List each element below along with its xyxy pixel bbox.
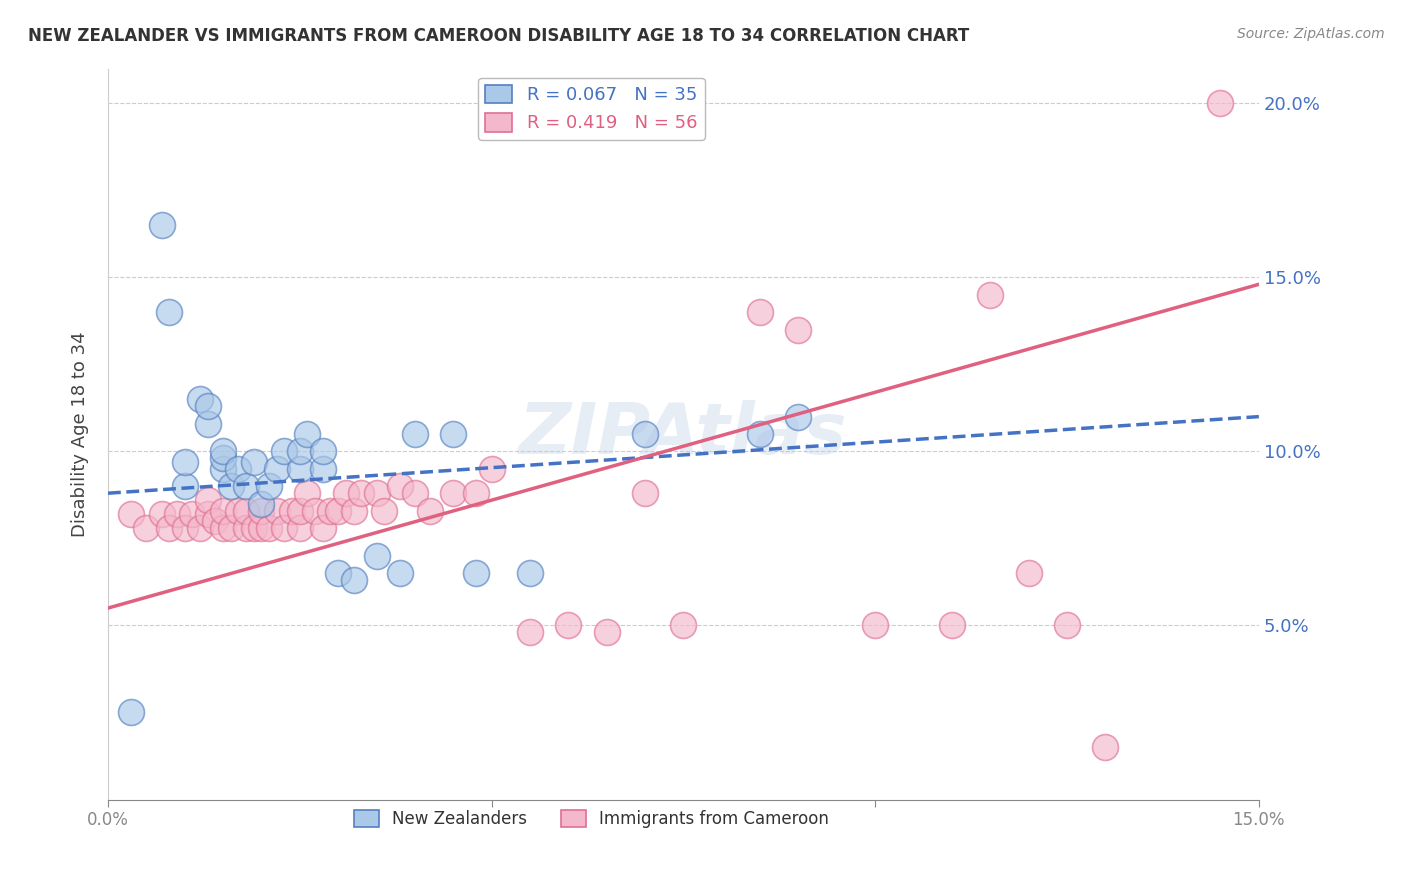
Point	[266, 462, 288, 476]
Point	[266, 503, 288, 517]
Point	[150, 507, 173, 521]
Point	[235, 503, 257, 517]
Point	[188, 392, 211, 407]
Point	[173, 455, 195, 469]
Point	[634, 427, 657, 442]
Point	[366, 549, 388, 563]
Point	[304, 503, 326, 517]
Point	[1056, 618, 1078, 632]
Point	[596, 625, 619, 640]
Point	[135, 521, 157, 535]
Point	[749, 305, 772, 319]
Point	[257, 479, 280, 493]
Point	[173, 479, 195, 493]
Point	[481, 462, 503, 476]
Point	[212, 503, 235, 517]
Point	[342, 503, 364, 517]
Point	[312, 521, 335, 535]
Point	[672, 618, 695, 632]
Point	[212, 451, 235, 466]
Point	[519, 566, 541, 581]
Point	[197, 399, 219, 413]
Point	[328, 566, 350, 581]
Text: NEW ZEALANDER VS IMMIGRANTS FROM CAMEROON DISABILITY AGE 18 TO 34 CORRELATION CH: NEW ZEALANDER VS IMMIGRANTS FROM CAMEROO…	[28, 27, 969, 45]
Point	[328, 503, 350, 517]
Point	[312, 444, 335, 458]
Point	[288, 521, 311, 535]
Point	[335, 486, 357, 500]
Point	[157, 305, 180, 319]
Point	[212, 521, 235, 535]
Point	[787, 409, 810, 424]
Point	[235, 479, 257, 493]
Point	[228, 503, 250, 517]
Point	[181, 507, 204, 521]
Point	[120, 507, 142, 521]
Text: Source: ZipAtlas.com: Source: ZipAtlas.com	[1237, 27, 1385, 41]
Point	[257, 521, 280, 535]
Point	[350, 486, 373, 500]
Y-axis label: Disability Age 18 to 34: Disability Age 18 to 34	[72, 331, 89, 537]
Point	[441, 486, 464, 500]
Point	[288, 444, 311, 458]
Point	[297, 427, 319, 442]
Point	[157, 521, 180, 535]
Point	[519, 625, 541, 640]
Point	[212, 444, 235, 458]
Point	[242, 521, 264, 535]
Point	[388, 479, 411, 493]
Point	[1094, 740, 1116, 755]
Point	[1018, 566, 1040, 581]
Point	[219, 479, 242, 493]
Point	[250, 521, 273, 535]
Point	[441, 427, 464, 442]
Point	[863, 618, 886, 632]
Point	[979, 287, 1001, 301]
Point	[288, 503, 311, 517]
Point	[250, 497, 273, 511]
Point	[342, 573, 364, 587]
Point	[366, 486, 388, 500]
Point	[235, 521, 257, 535]
Text: ZIPAtlas: ZIPAtlas	[519, 400, 848, 468]
Point	[273, 444, 295, 458]
Point	[404, 486, 426, 500]
Point	[787, 322, 810, 336]
Point	[188, 521, 211, 535]
Point	[465, 566, 488, 581]
Point	[219, 521, 242, 535]
Point	[465, 486, 488, 500]
Point	[173, 521, 195, 535]
Point	[228, 462, 250, 476]
Point	[319, 503, 342, 517]
Point	[419, 503, 441, 517]
Point	[297, 486, 319, 500]
Point	[749, 427, 772, 442]
Point	[204, 514, 226, 528]
Point	[373, 503, 395, 517]
Point	[273, 521, 295, 535]
Point	[312, 462, 335, 476]
Point	[150, 218, 173, 232]
Point	[197, 417, 219, 431]
Point	[281, 503, 304, 517]
Point	[404, 427, 426, 442]
Point	[1209, 96, 1232, 111]
Point	[250, 503, 273, 517]
Point	[557, 618, 579, 632]
Point	[120, 706, 142, 720]
Point	[197, 493, 219, 508]
Point	[242, 455, 264, 469]
Point	[197, 507, 219, 521]
Point	[212, 462, 235, 476]
Point	[941, 618, 963, 632]
Point	[288, 462, 311, 476]
Point	[166, 507, 188, 521]
Point	[634, 486, 657, 500]
Point	[388, 566, 411, 581]
Legend: New Zealanders, Immigrants from Cameroon: New Zealanders, Immigrants from Cameroon	[347, 804, 835, 835]
